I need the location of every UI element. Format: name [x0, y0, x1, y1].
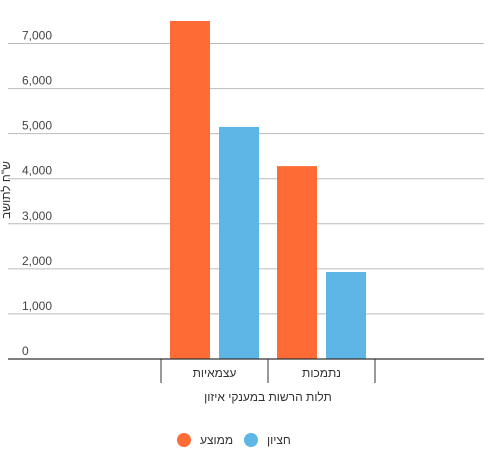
y-tick-label: 3,000	[22, 209, 52, 223]
legend-swatch	[244, 433, 258, 447]
legend-swatch	[177, 433, 191, 447]
x-axis-title: תלות הרשות במענקי איזון	[204, 390, 332, 404]
y-axis-title: ש"ח לתושב	[0, 161, 13, 219]
y-tick-label: 0	[22, 344, 29, 358]
y-axis-ticks: 0 1,000 2,000 3,000 4,000 5,000 6,000 7,000	[22, 29, 52, 358]
bars	[170, 21, 366, 359]
y-tick-label: 4,000	[22, 164, 52, 178]
legend: ממוצע חציון	[177, 433, 291, 447]
x-tick-label: עצמאיות	[193, 366, 237, 380]
y-tick-label: 5,000	[22, 119, 52, 133]
bar-median-2	[326, 272, 366, 359]
legend-label: חציון	[267, 433, 291, 447]
bar-median-1	[219, 126, 259, 359]
bar-mean-2	[277, 166, 317, 359]
y-tick-label: 6,000	[22, 74, 52, 88]
legend-label: ממוצע	[200, 433, 233, 447]
x-axis-ticks: עצמאיות נתמכות	[160, 359, 376, 383]
y-tick-label: 1,000	[22, 299, 52, 313]
x-tick-label: נתמכות	[302, 366, 341, 380]
y-tick-label: 2,000	[22, 254, 52, 268]
bar-mean-1	[170, 21, 210, 359]
y-tick-label: 7,000	[22, 29, 52, 43]
